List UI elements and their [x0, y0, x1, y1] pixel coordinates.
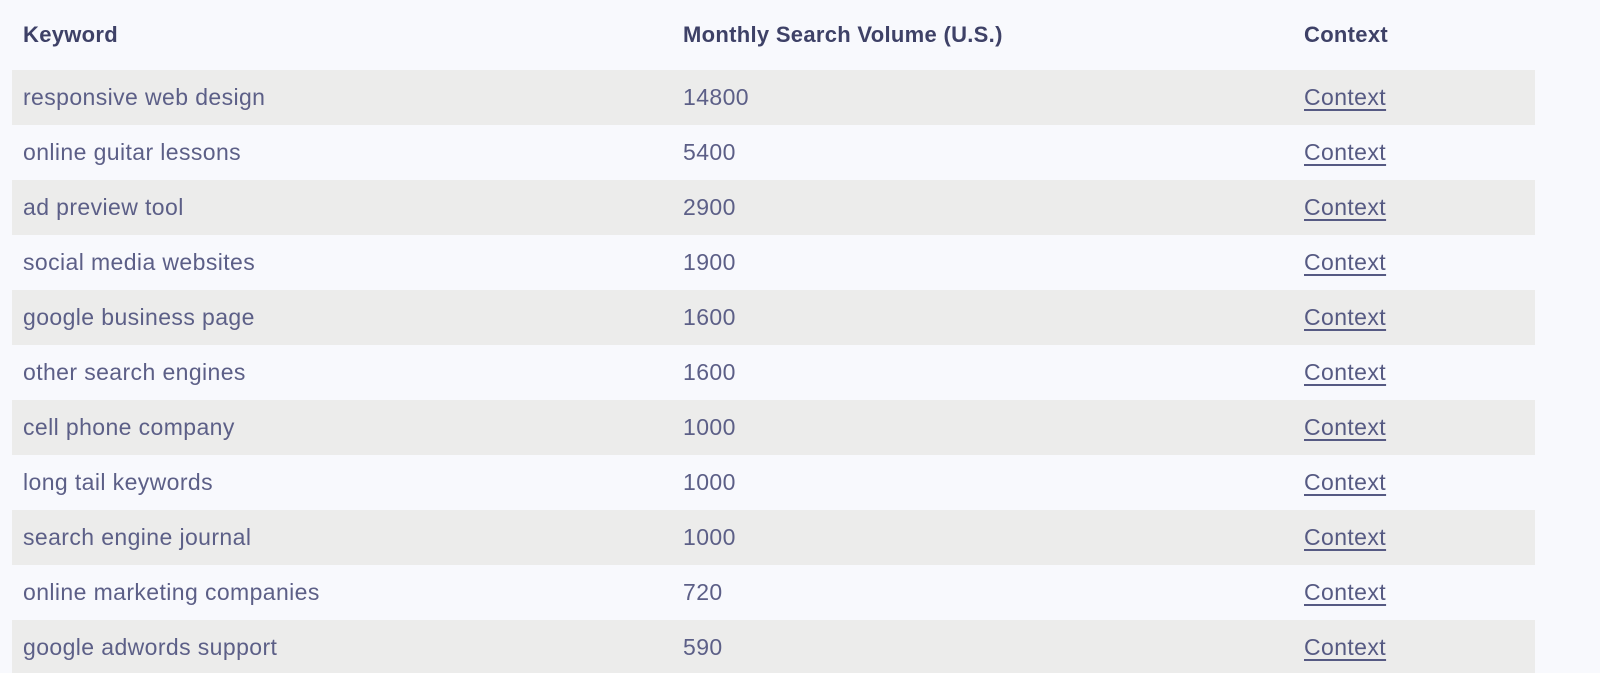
table-row: cell phone company 1000 Context: [12, 400, 1535, 455]
context-link[interactable]: Context: [1304, 139, 1387, 165]
keyword-cell: google business page: [23, 304, 255, 330]
context-cell: Context: [1304, 359, 1535, 386]
context-link[interactable]: Context: [1304, 84, 1387, 110]
context-link[interactable]: Context: [1304, 194, 1387, 220]
context-cell: Context: [1304, 139, 1535, 166]
keyword-cell: other search engines: [23, 359, 246, 385]
table-row: google business page 1600 Context: [12, 290, 1535, 345]
table-header-row: Keyword Monthly Search Volume (U.S.) Con…: [12, 0, 1535, 70]
column-header-volume: Monthly Search Volume (U.S.): [683, 22, 1003, 47]
keyword-cell: long tail keywords: [23, 469, 214, 495]
context-cell: Context: [1304, 524, 1535, 551]
context-cell: Context: [1304, 249, 1535, 276]
volume-cell: 14800: [683, 84, 749, 110]
context-link[interactable]: Context: [1304, 359, 1387, 385]
table-row: google adwords support 590 Context: [12, 620, 1535, 673]
table-row: search engine journal 1000 Context: [12, 510, 1535, 565]
volume-cell: 1600: [683, 304, 736, 330]
volume-cell: 1000: [683, 469, 736, 495]
context-cell: Context: [1304, 194, 1535, 221]
context-cell: Context: [1304, 634, 1535, 661]
table-row: long tail keywords 1000 Context: [12, 455, 1535, 510]
context-link[interactable]: Context: [1304, 304, 1387, 330]
column-header-context: Context: [1304, 22, 1388, 47]
keyword-cell: ad preview tool: [23, 194, 184, 220]
keyword-cell: online guitar lessons: [23, 139, 242, 165]
volume-cell: 590: [683, 634, 723, 660]
column-header-keyword: Keyword: [23, 22, 119, 47]
context-link[interactable]: Context: [1304, 249, 1387, 275]
volume-cell: 1000: [683, 524, 736, 550]
table-row: online guitar lessons 5400 Context: [12, 125, 1535, 180]
table-row: ad preview tool 2900 Context: [12, 180, 1535, 235]
table-row: social media websites 1900 Context: [12, 235, 1535, 290]
table-row: online marketing companies 720 Context: [12, 565, 1535, 620]
table-row: responsive web design 14800 Context: [12, 70, 1535, 125]
volume-cell: 2900: [683, 194, 736, 220]
context-link[interactable]: Context: [1304, 524, 1387, 550]
keyword-cell: cell phone company: [23, 414, 235, 440]
context-link[interactable]: Context: [1304, 414, 1387, 440]
context-cell: Context: [1304, 579, 1535, 606]
context-cell: Context: [1304, 469, 1535, 496]
context-link[interactable]: Context: [1304, 634, 1387, 660]
table-body: responsive web design 14800 Context onli…: [12, 70, 1535, 673]
context-link[interactable]: Context: [1304, 579, 1387, 605]
keyword-table: Keyword Monthly Search Volume (U.S.) Con…: [12, 0, 1535, 673]
volume-cell: 1900: [683, 249, 736, 275]
volume-cell: 5400: [683, 139, 736, 165]
context-cell: Context: [1304, 304, 1535, 331]
context-cell: Context: [1304, 414, 1535, 441]
volume-cell: 1600: [683, 359, 736, 385]
table-row: other search engines 1600 Context: [12, 345, 1535, 400]
volume-cell: 720: [683, 579, 723, 605]
keyword-cell: search engine journal: [23, 524, 252, 550]
context-cell: Context: [1304, 84, 1535, 111]
keyword-cell: social media websites: [23, 249, 256, 275]
keyword-cell: google adwords support: [23, 634, 278, 660]
keyword-cell: online marketing companies: [23, 579, 320, 605]
volume-cell: 1000: [683, 414, 736, 440]
context-link[interactable]: Context: [1304, 469, 1387, 495]
keyword-cell: responsive web design: [23, 84, 266, 110]
